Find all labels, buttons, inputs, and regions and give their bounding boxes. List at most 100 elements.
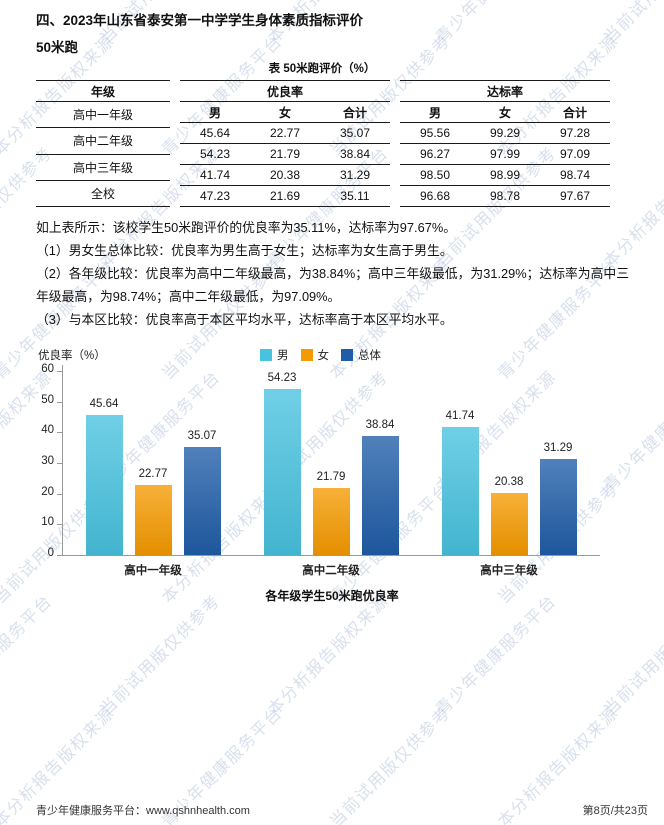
footer-page-number: 第8页/共23页 <box>582 805 648 817</box>
legend-item: 女 <box>300 347 330 363</box>
col-header-male: 男 <box>208 105 221 120</box>
page-title: 四、2023年山东省泰安第一中学学生身体素质指标评价 <box>36 13 364 28</box>
value-cell: 45.64 <box>199 126 231 140</box>
legend-label: 女 <box>317 350 330 362</box>
table-row: 高中三年级 <box>36 154 170 181</box>
y-tick-label: 40 <box>41 424 54 437</box>
legend-label: 男 <box>277 350 289 362</box>
value-cell: 96.68 <box>419 189 451 203</box>
table-row: 98.50 98.99 98.74 <box>400 165 610 186</box>
y-tick-mark <box>57 463 62 464</box>
col-header-total: 合计 <box>562 105 587 120</box>
footer-platform-url: 青少年健康服务平台：www.qshnhealth.com <box>36 805 250 817</box>
y-axis-label: 优良率（%） <box>38 350 106 362</box>
value-cell: 97.67 <box>559 189 591 203</box>
table-row: 96.27 97.99 97.09 <box>400 144 610 165</box>
grade-cell: 高中二年级 <box>72 134 133 149</box>
y-tick-mark <box>57 371 62 372</box>
bar <box>263 389 301 555</box>
table-row: 41.74 20.38 31.29 <box>180 165 390 186</box>
col-header-female: 女 <box>278 105 291 120</box>
bar <box>183 447 221 555</box>
value-cell: 41.74 <box>199 168 231 182</box>
analysis-line-1: （1）男女生总体比较：优良率为男生高于女生；达标率为女生高于男生。 <box>36 243 453 258</box>
table-row: 全校 <box>36 180 170 207</box>
evaluation-table: 年级 高中一年级高中二年级高中三年级全校 优良率 男 女 合计 45.64 22.… <box>36 80 664 207</box>
legend-swatch-icon <box>341 349 353 361</box>
value-cell: 31.29 <box>339 168 371 182</box>
value-cell: 21.69 <box>269 189 301 203</box>
grade-cell: 高中三年级 <box>72 160 133 175</box>
bar <box>539 459 577 555</box>
y-tick-label: 0 <box>47 547 54 559</box>
value-cell: 38.84 <box>339 147 371 161</box>
grade-cell: 高中一年级 <box>72 108 133 123</box>
value-cell: 99.29 <box>489 126 521 140</box>
value-cell: 54.23 <box>199 147 231 161</box>
value-cell: 35.11 <box>340 189 370 203</box>
y-tick-mark <box>57 493 62 495</box>
value-cell: 20.38 <box>269 168 301 182</box>
value-cell: 98.50 <box>419 168 451 182</box>
legend-item: 男 <box>260 347 289 363</box>
y-axis-line <box>62 365 63 556</box>
value-cell: 97.99 <box>489 147 521 161</box>
bar-value-label: 21.79 <box>316 471 346 483</box>
bar-value-label: 45.64 <box>89 398 119 410</box>
analysis-summary-line: 如上表所示：该校学生50米跑评价的优良率为35.11%，达标率为97.67%。 <box>36 220 457 235</box>
y-tick-mark <box>57 432 62 434</box>
y-tick-mark <box>57 401 62 403</box>
bar <box>134 485 172 555</box>
section-title: 50米跑 <box>36 40 79 55</box>
pass-rate-table: 达标率 男 女 合计 95.56 99.29 97.28 96.27 97.99 97.0… <box>400 80 610 207</box>
y-tick-label: 50 <box>41 393 54 406</box>
bar <box>361 436 399 555</box>
analysis-line-2: （2）各年级比较：优良率为高中二年级最高，为38.84%；高中三年级最低，为31… <box>36 266 629 304</box>
grade-col-body: 高中一年级高中二年级高中三年级全校 <box>36 102 170 207</box>
table-row: 高中一年级 <box>36 102 170 128</box>
value-cell: 47.23 <box>199 189 231 203</box>
excellent-rate-group-header: 优良率 <box>266 84 303 99</box>
chart-legend: 男 女 总体 <box>260 347 381 363</box>
y-tick-label: 10 <box>41 516 54 529</box>
bar-value-label: 35.07 <box>187 430 217 442</box>
excellent-rate-table: 优良率 男 女 合计 45.64 22.77 35.07 54.23 21.79 38.8… <box>180 80 390 207</box>
watermark-text: 青少年健康服务平台 <box>659 700 664 825</box>
value-cell: 96.27 <box>419 147 451 161</box>
value-cell: 21.79 <box>269 147 301 161</box>
y-tick-label: 20 <box>41 485 54 498</box>
chart-title: 各年级学生50米跑优良率 <box>265 589 399 603</box>
excellent-body: 45.64 22.77 35.07 54.23 21.79 38.84 41.74 20.38… <box>180 123 390 207</box>
bar <box>312 488 350 555</box>
y-tick-label: 60 <box>41 363 54 375</box>
bar <box>441 427 479 555</box>
category-label: 高中三年级 <box>480 565 538 577</box>
col-header-female: 女 <box>498 105 511 120</box>
value-cell: 35.07 <box>339 126 371 140</box>
value-cell: 97.28 <box>559 126 591 140</box>
bar-chart: 优良率（%） 男 女 总体 0 10 20 30 40 50 60 45.64 22.77 35.07… <box>0 343 664 611</box>
col-header-male: 男 <box>428 105 441 120</box>
table-row: 47.23 21.69 35.11 <box>180 186 390 207</box>
legend-swatch-icon <box>300 349 313 361</box>
table-caption: 表 50米跑评价（%） <box>268 63 376 75</box>
value-cell: 97.09 <box>559 147 591 161</box>
table-row: 高中二年级 <box>36 128 170 154</box>
bar-value-label: 22.77 <box>138 468 168 480</box>
table-row: 96.68 98.78 97.67 <box>400 186 610 207</box>
legend-label: 总体 <box>358 350 381 362</box>
grade-header: 年级 <box>90 84 115 99</box>
bar-value-label: 20.38 <box>494 476 524 488</box>
category-label: 高中二年级 <box>302 565 360 577</box>
legend-item: 总体 <box>341 347 381 363</box>
plot-area: 0 10 20 30 40 50 60 45.64 22.77 35.07 高中一年级 54.23 21… <box>0 343 664 611</box>
table-row: 45.64 22.77 35.07 <box>180 123 390 144</box>
value-cell: 95.56 <box>419 126 451 140</box>
bar-value-label: 54.23 <box>267 372 297 384</box>
grade-column-table: 年级 高中一年级高中二年级高中三年级全校 <box>36 80 170 207</box>
category-label: 高中一年级 <box>124 565 182 577</box>
value-cell: 98.78 <box>489 189 521 203</box>
table-row: 54.23 21.79 38.84 <box>180 144 390 165</box>
col-header-total: 合计 <box>342 105 367 120</box>
